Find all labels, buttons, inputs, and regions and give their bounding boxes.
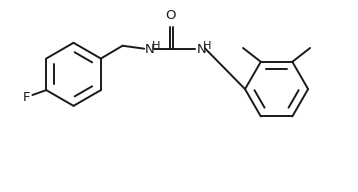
Text: H: H xyxy=(203,41,212,51)
Text: F: F xyxy=(23,91,30,104)
Text: N: N xyxy=(145,43,155,56)
Text: N: N xyxy=(197,43,206,56)
Text: H: H xyxy=(152,41,161,51)
Text: O: O xyxy=(166,9,176,22)
